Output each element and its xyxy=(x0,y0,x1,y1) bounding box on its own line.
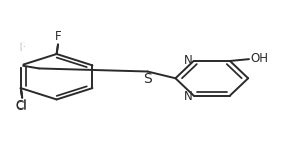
Text: S: S xyxy=(143,72,152,86)
Text: F: F xyxy=(19,41,26,54)
Text: Cl: Cl xyxy=(15,100,27,113)
Text: F: F xyxy=(55,30,62,43)
Text: N: N xyxy=(184,54,193,67)
Text: F: F xyxy=(19,41,26,54)
Text: OH: OH xyxy=(250,52,268,65)
Text: Cl: Cl xyxy=(15,99,27,112)
Text: N: N xyxy=(184,90,193,103)
